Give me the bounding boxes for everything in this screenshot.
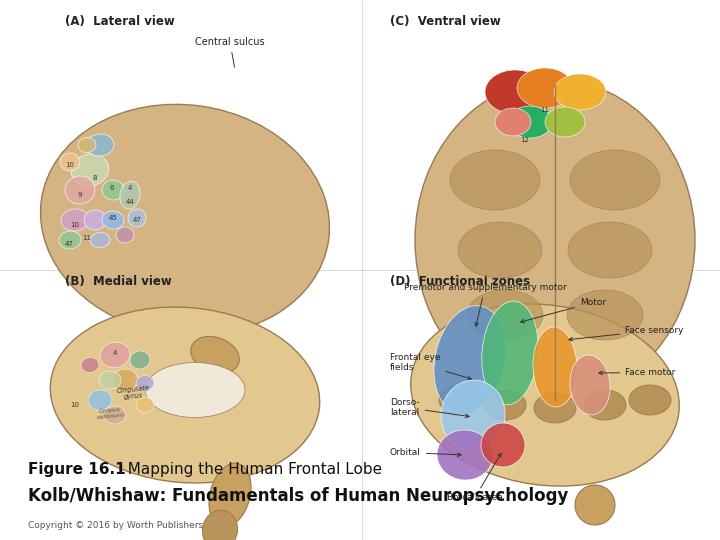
Text: 44: 44 <box>125 199 135 205</box>
Ellipse shape <box>116 227 134 243</box>
Ellipse shape <box>136 397 154 413</box>
Text: (D)  Functional zones: (D) Functional zones <box>390 275 530 288</box>
Ellipse shape <box>40 104 330 336</box>
Ellipse shape <box>415 80 695 400</box>
Ellipse shape <box>517 68 573 108</box>
Ellipse shape <box>484 390 526 420</box>
Ellipse shape <box>112 369 138 391</box>
Ellipse shape <box>450 150 540 210</box>
Text: 10: 10 <box>66 162 74 168</box>
Ellipse shape <box>120 181 140 209</box>
Text: 10: 10 <box>71 222 79 228</box>
Ellipse shape <box>100 342 130 368</box>
Text: 47: 47 <box>65 241 73 247</box>
Ellipse shape <box>191 336 239 374</box>
Text: 47: 47 <box>132 217 141 223</box>
Ellipse shape <box>508 106 552 138</box>
Text: 45: 45 <box>109 215 117 221</box>
Text: Frontal eye
fields: Frontal eye fields <box>390 353 472 380</box>
Text: Broca's area: Broca's area <box>447 454 503 502</box>
Ellipse shape <box>575 485 615 525</box>
Ellipse shape <box>60 153 80 171</box>
Ellipse shape <box>99 371 121 389</box>
Ellipse shape <box>102 180 124 200</box>
Text: Dorso-
lateral: Dorso- lateral <box>390 397 469 418</box>
Ellipse shape <box>629 385 671 415</box>
Ellipse shape <box>59 231 81 249</box>
Ellipse shape <box>568 222 652 278</box>
Ellipse shape <box>130 351 150 369</box>
Ellipse shape <box>554 74 606 110</box>
Text: Central sulcus: Central sulcus <box>195 37 265 68</box>
Text: 8: 8 <box>93 175 97 181</box>
Text: Mapping the Human Frontal Lobe: Mapping the Human Frontal Lobe <box>118 462 382 477</box>
Ellipse shape <box>145 362 245 417</box>
Text: Premotor and supplementary motor: Premotor and supplementary motor <box>404 283 567 326</box>
Text: (C)  Ventral view: (C) Ventral view <box>390 15 500 28</box>
Ellipse shape <box>410 304 679 486</box>
Ellipse shape <box>90 233 110 247</box>
Text: 12: 12 <box>521 137 529 143</box>
Text: Face motor: Face motor <box>599 368 675 377</box>
Ellipse shape <box>482 301 539 405</box>
Ellipse shape <box>439 385 481 415</box>
Text: 6: 6 <box>109 185 114 191</box>
Ellipse shape <box>50 307 320 483</box>
Text: 11: 11 <box>83 235 91 241</box>
Ellipse shape <box>434 306 506 414</box>
Ellipse shape <box>567 290 643 340</box>
Ellipse shape <box>533 327 577 407</box>
Text: Orbital: Orbital <box>390 448 461 457</box>
Ellipse shape <box>570 355 610 415</box>
Ellipse shape <box>467 290 543 340</box>
Text: Corpus
callosum: Corpus callosum <box>96 407 125 420</box>
Ellipse shape <box>104 406 126 424</box>
Ellipse shape <box>485 70 545 114</box>
Ellipse shape <box>458 222 542 278</box>
Ellipse shape <box>441 380 505 450</box>
Text: Cingulate
gyrus: Cingulate gyrus <box>116 385 150 401</box>
Text: 10: 10 <box>71 402 79 408</box>
Text: 4: 4 <box>113 350 117 356</box>
Text: Figure 16.1: Figure 16.1 <box>28 462 125 477</box>
Ellipse shape <box>88 390 112 410</box>
Ellipse shape <box>81 357 99 373</box>
Text: 11: 11 <box>541 107 549 113</box>
Ellipse shape <box>128 209 146 227</box>
Ellipse shape <box>61 209 89 231</box>
Text: Kolb/Whishaw: Fundamentals of Human Neuropsychology: Kolb/Whishaw: Fundamentals of Human Neur… <box>28 487 568 505</box>
Text: (A)  Lateral view: (A) Lateral view <box>65 15 175 28</box>
Ellipse shape <box>136 375 154 390</box>
Text: Face sensory: Face sensory <box>569 326 683 341</box>
Ellipse shape <box>545 107 585 137</box>
Ellipse shape <box>209 463 251 527</box>
Text: (B)  Medial view: (B) Medial view <box>65 275 172 288</box>
Text: 4: 4 <box>128 185 132 191</box>
Ellipse shape <box>481 423 525 467</box>
Ellipse shape <box>86 134 114 156</box>
Ellipse shape <box>65 176 95 204</box>
Ellipse shape <box>570 150 660 210</box>
Ellipse shape <box>102 211 124 229</box>
Ellipse shape <box>84 210 106 230</box>
Ellipse shape <box>71 154 109 186</box>
Text: Motor: Motor <box>521 298 606 323</box>
Ellipse shape <box>437 430 493 480</box>
Ellipse shape <box>202 510 238 540</box>
Text: 9: 9 <box>78 192 82 198</box>
Ellipse shape <box>78 138 96 152</box>
Ellipse shape <box>534 393 576 423</box>
Ellipse shape <box>495 108 531 136</box>
Ellipse shape <box>584 390 626 420</box>
Text: Copyright © 2016 by Worth Publishers: Copyright © 2016 by Worth Publishers <box>28 521 203 530</box>
